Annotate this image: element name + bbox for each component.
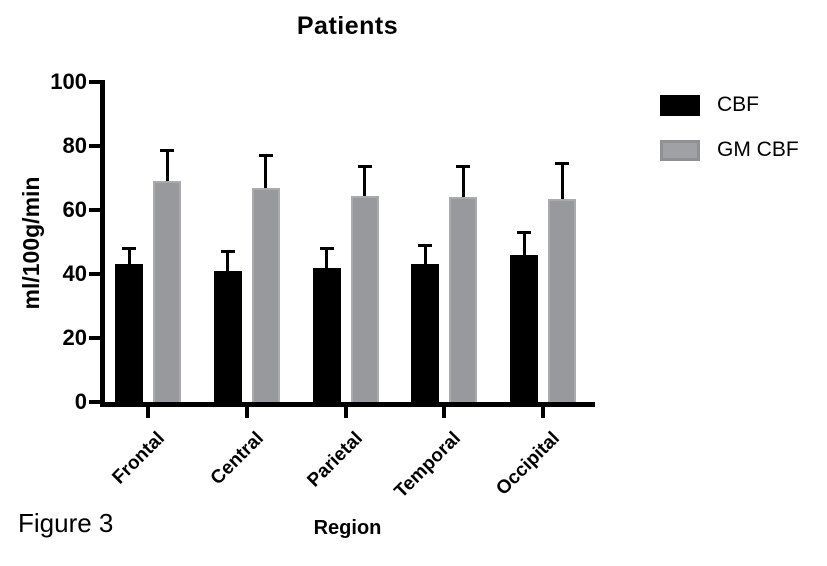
error-bar-line bbox=[522, 230, 526, 263]
error-bar-line bbox=[423, 243, 427, 273]
error-bar-line bbox=[165, 149, 169, 190]
chart-title: Patients bbox=[296, 12, 399, 40]
y-tick-label: 100 bbox=[50, 69, 87, 94]
figure-caption-label: Figure 3 bbox=[18, 508, 114, 538]
bar-gm-cbf-temporal bbox=[449, 197, 478, 402]
y-tick bbox=[89, 272, 100, 276]
y-axis-label: ml/100g/min bbox=[18, 176, 44, 310]
error-bar-line bbox=[363, 165, 366, 204]
gm-cbf-swatch-icon bbox=[660, 139, 700, 161]
error-bar-cap bbox=[357, 165, 372, 169]
x-tick bbox=[541, 407, 545, 418]
bar-gm-cbf-occipital bbox=[548, 198, 576, 402]
bar-cbf-parietal bbox=[312, 267, 341, 402]
bar-cbf-central bbox=[213, 270, 242, 402]
legend-label-cbf: CBF bbox=[717, 93, 759, 116]
x-tick bbox=[343, 407, 348, 418]
error-bar-line bbox=[560, 162, 564, 207]
error-bar-line bbox=[461, 165, 465, 206]
legend-label-gm-cbf: GM CBF bbox=[717, 138, 799, 161]
error-bar-cap bbox=[122, 246, 136, 250]
y-tick-label: 60 bbox=[62, 197, 87, 222]
legend-item-gm-cbf: GM CBF bbox=[660, 138, 799, 162]
legend: CBF GM CBF bbox=[660, 93, 799, 183]
y-axis-line bbox=[100, 80, 105, 407]
error-bar-cap bbox=[418, 243, 433, 247]
x-axis-line bbox=[100, 402, 595, 407]
error-bar-line bbox=[264, 154, 268, 196]
y-tick-label: 40 bbox=[62, 261, 87, 286]
bar-gm-cbf-frontal bbox=[153, 181, 181, 402]
y-tick bbox=[89, 144, 100, 148]
bar-gm-cbf-parietal bbox=[350, 195, 379, 402]
error-bar-cap bbox=[517, 230, 531, 234]
error-bar-cap bbox=[555, 162, 569, 165]
y-tick-label: 0 bbox=[74, 389, 87, 414]
error-bar-cap bbox=[220, 250, 235, 253]
bar-gm-cbf-central bbox=[251, 187, 280, 402]
error-bar-line bbox=[226, 250, 230, 279]
error-bar-cap bbox=[456, 165, 471, 169]
y-tick bbox=[89, 208, 100, 212]
error-bar-cap bbox=[258, 154, 273, 157]
error-bar-line bbox=[325, 246, 328, 276]
y-tick-label: 20 bbox=[62, 325, 87, 350]
y-tick bbox=[89, 336, 100, 340]
y-tick bbox=[89, 80, 100, 84]
error-bar-cap bbox=[319, 246, 334, 250]
bar-cbf-temporal bbox=[411, 264, 440, 402]
error-bar-cap bbox=[160, 149, 174, 153]
legend-item-cbf: CBF bbox=[660, 93, 799, 117]
x-tick bbox=[244, 407, 249, 418]
x-tick bbox=[146, 407, 150, 418]
y-tick bbox=[89, 400, 100, 404]
bar-cbf-frontal bbox=[115, 264, 143, 402]
x-axis-title: Region bbox=[313, 517, 382, 539]
error-bar-line bbox=[127, 246, 131, 273]
bar-cbf-occipital bbox=[510, 254, 538, 402]
x-tick bbox=[442, 407, 447, 418]
y-tick-label: 80 bbox=[62, 133, 87, 158]
cbf-swatch-icon bbox=[660, 94, 700, 116]
